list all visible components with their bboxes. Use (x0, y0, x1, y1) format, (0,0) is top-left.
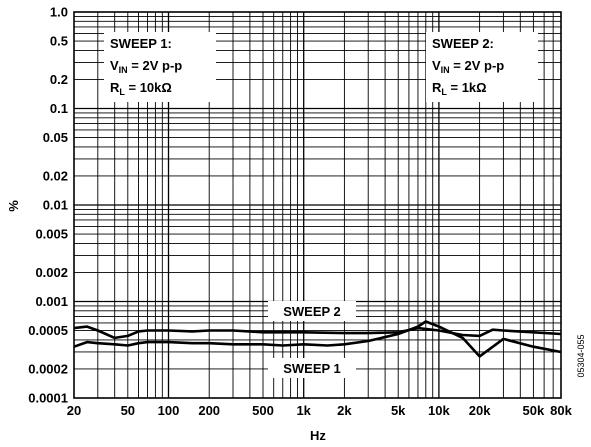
y-axis-title: % (6, 200, 21, 212)
x-tick-label: 200 (198, 403, 220, 418)
x-tick-label: 100 (158, 403, 180, 418)
x-tick-label: 20 (67, 403, 81, 418)
y-tick-label: 0.001 (35, 294, 68, 309)
y-tick-label: 0.01 (43, 198, 68, 213)
figure-id: 05304-055 (576, 334, 586, 377)
sweep1-box-title: SWEEP 1: (110, 36, 172, 51)
sweep1-vin: VIN = 2V p-p (110, 58, 182, 75)
x-axis-title: Hz (310, 428, 326, 443)
sweep2-conditions-box: SWEEP 2: VIN = 2V p-p RL = 1kΩ (426, 32, 538, 102)
y-tick-label: 0.02 (43, 168, 68, 183)
y-tick-label: 0.2 (50, 72, 68, 87)
sweep1-curve-label: SWEEP 1 (268, 358, 356, 378)
y-tick-label: 0.05 (43, 130, 68, 145)
sweep2-box-title: SWEEP 2: (432, 36, 494, 51)
x-tick-labels: 20 50 100 200 500 1k 2k 5k 10k 20k 50k 80k (67, 403, 573, 418)
y-tick-label: 0.0005 (28, 323, 68, 338)
series-line-sweep-1 (73, 320, 562, 358)
y-tick-label: 0.5 (50, 34, 68, 49)
sweep2-curve-label: SWEEP 2 (268, 301, 356, 321)
x-tick-label: 20k (469, 403, 491, 418)
sweep2-vin: VIN = 2V p-p (432, 58, 504, 75)
y-tick-label: 0.0002 (28, 361, 68, 376)
y-tick-label: 0.1 (50, 101, 68, 116)
sweep1-conditions-box: SWEEP 1: VIN = 2V p-p RL = 10kΩ (104, 32, 216, 102)
series-layer (73, 320, 562, 358)
y-tick-label: 0.002 (35, 265, 68, 280)
y-tick-labels: 1.0 0.5 0.2 0.1 0.05 0.02 0.01 0.005 0.002 0.001 0… (28, 5, 68, 406)
plot-frame (73, 11, 562, 399)
x-tick-label: 10k (428, 403, 450, 418)
x-tick-label: 5k (391, 403, 406, 418)
svg-text:SWEEP 2: SWEEP 2 (283, 304, 341, 319)
x-tick-label: 80k (550, 403, 572, 418)
svg-text:SWEEP 1: SWEEP 1 (283, 361, 341, 376)
x-tick-label: 50 (121, 403, 135, 418)
y-tick-label: 1.0 (50, 5, 68, 20)
x-tick-label: 1k (296, 403, 311, 418)
sweep2-rl: RL = 1kΩ (432, 80, 487, 97)
y-tick-label: 0.0001 (28, 391, 68, 406)
y-tick-label: 0.005 (35, 227, 68, 242)
x-tick-label: 50k (523, 403, 545, 418)
x-tick-label: 500 (252, 403, 274, 418)
sweep1-rl: RL = 10kΩ (110, 80, 172, 97)
series-line-sweep-2 (73, 325, 562, 340)
x-tick-label: 2k (337, 403, 352, 418)
